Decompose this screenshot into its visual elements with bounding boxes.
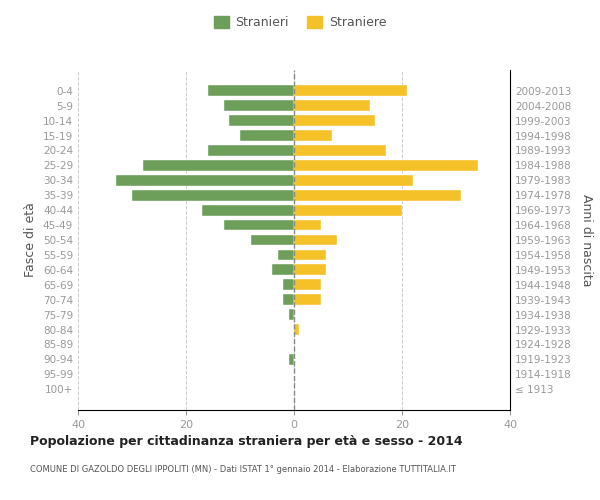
Bar [143, 160, 294, 171]
Bar [294, 160, 478, 171]
Bar [294, 116, 375, 126]
Bar [289, 354, 294, 364]
Bar [283, 294, 294, 305]
Bar [278, 250, 294, 260]
Bar [272, 264, 294, 275]
Bar [294, 86, 407, 96]
Bar [294, 294, 321, 305]
Bar [294, 145, 386, 156]
Bar [294, 280, 321, 290]
Bar [208, 145, 294, 156]
Bar [283, 280, 294, 290]
Y-axis label: Fasce di età: Fasce di età [25, 202, 37, 278]
Bar [116, 175, 294, 186]
Bar [132, 190, 294, 200]
Bar [202, 205, 294, 216]
Bar [294, 324, 299, 335]
Bar [289, 309, 294, 320]
Bar [294, 250, 326, 260]
Text: Popolazione per cittadinanza straniera per età e sesso - 2014: Popolazione per cittadinanza straniera p… [30, 435, 463, 448]
Bar [240, 130, 294, 141]
Bar [294, 130, 332, 141]
Bar [224, 100, 294, 111]
Legend: Stranieri, Straniere: Stranieri, Straniere [209, 11, 391, 34]
Bar [294, 234, 337, 246]
Bar [294, 220, 321, 230]
Text: COMUNE DI GAZOLDO DEGLI IPPOLITI (MN) - Dati ISTAT 1° gennaio 2014 - Elaborazion: COMUNE DI GAZOLDO DEGLI IPPOLITI (MN) - … [30, 465, 456, 474]
Bar [251, 234, 294, 246]
Y-axis label: Anni di nascita: Anni di nascita [580, 194, 593, 286]
Bar [294, 205, 402, 216]
Bar [294, 190, 461, 200]
Bar [294, 175, 413, 186]
Bar [294, 264, 326, 275]
Bar [224, 220, 294, 230]
Bar [294, 100, 370, 111]
Bar [229, 116, 294, 126]
Bar [208, 86, 294, 96]
